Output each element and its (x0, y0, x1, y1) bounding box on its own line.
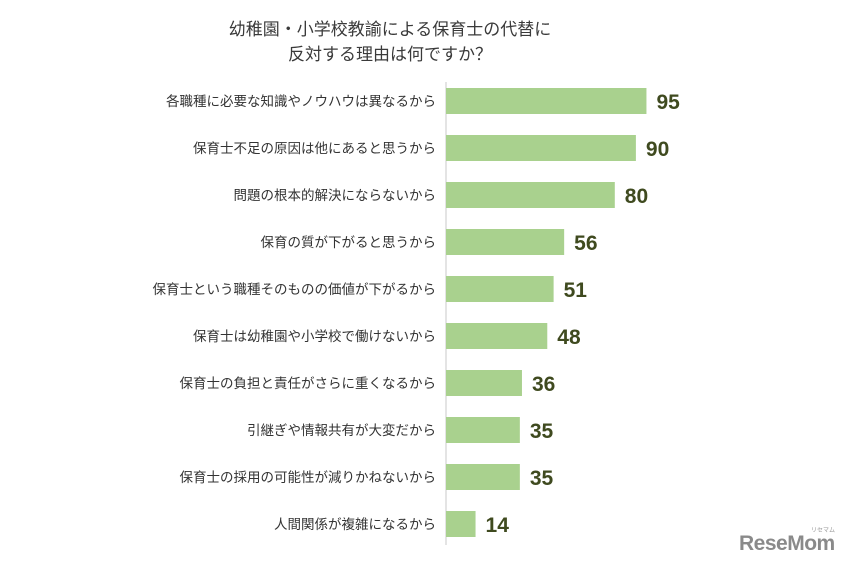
bar (446, 276, 554, 302)
category-label: 保育の質が下がると思うから (261, 235, 437, 251)
value-label: 80 (625, 185, 648, 208)
category-label: 人間関係が複雑になるから (274, 516, 436, 533)
bar (446, 182, 615, 208)
bar (446, 135, 636, 161)
bar (446, 464, 520, 490)
chart-title-line-1: 幼稚園・小学校教諭による保育士の代替に (228, 20, 552, 40)
value-label: 35 (530, 420, 554, 443)
value-label: 56 (574, 232, 597, 255)
category-label: 保育士不足の原因は他にあると思うから (193, 141, 436, 157)
value-label: 14 (486, 514, 510, 537)
category-label: 保育士の採用の可能性が減りかねないから (180, 469, 437, 486)
bar (446, 511, 476, 537)
resemom-logo-subtext: リセマム (810, 527, 835, 534)
value-label: 90 (646, 138, 669, 161)
resemom-logo-text: ReseMom (739, 532, 835, 555)
bar (446, 370, 522, 396)
value-label: 36 (532, 373, 555, 396)
category-label: 保育士は幼稚園や小学校で働けないから (193, 328, 436, 345)
category-label: 問題の根本的解決にならないから (234, 188, 437, 204)
chart-title: 幼稚園・小学校教諭による保育士の代替に 反対する理由は何ですか？ (0, 18, 780, 68)
value-label: 95 (656, 91, 680, 114)
value-label: 35 (530, 467, 554, 490)
chart-title-line-2: 反対する理由は何ですか？ (288, 45, 492, 65)
bar (446, 323, 548, 349)
category-label: 保育士の負担と責任がさらに重くなるから (180, 376, 437, 392)
bar (446, 229, 565, 255)
bar (446, 88, 647, 114)
value-label: 51 (564, 279, 588, 302)
resemom-logo: リセマム ReseMom (739, 527, 839, 558)
category-label: 保育士という職種そのものの価値が下がるから (153, 282, 437, 298)
value-label: 48 (557, 326, 581, 349)
bar (446, 417, 520, 443)
category-label: 引継ぎや情報共有が大変だから (247, 422, 436, 439)
category-label: 各職種に必要な知識やノウハウは異なるから (166, 93, 436, 110)
bars-layer: 各職種に必要な知識やノウハウは異なるから 95 保育士不足の原因は他にあると思うから… (153, 88, 680, 537)
